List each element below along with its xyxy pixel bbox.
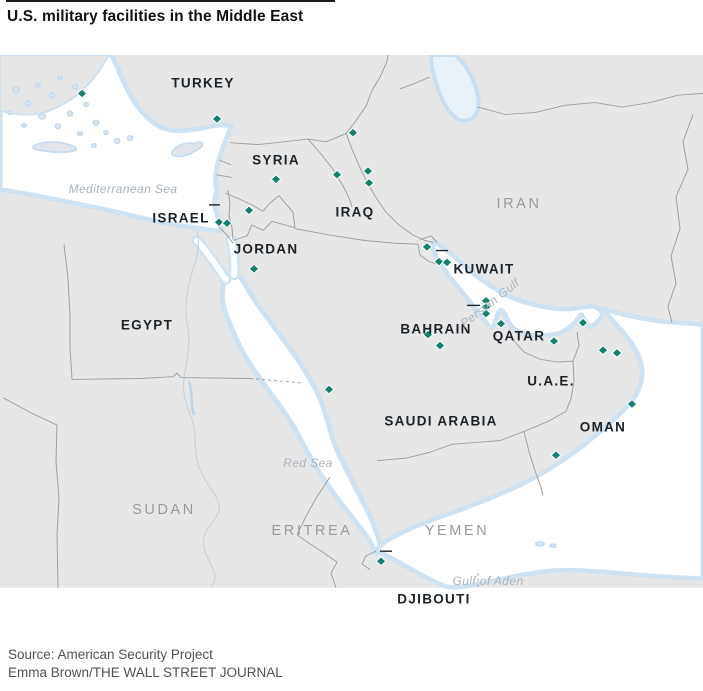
map (0, 52, 703, 638)
facility-marker (441, 257, 453, 268)
facility-marker (495, 318, 507, 329)
credit-line: Emma Brown/THE WALL STREET JOURNAL (8, 665, 283, 681)
facility-marker (421, 241, 433, 252)
greece-coast (0, 54, 110, 116)
facility-marker (347, 127, 359, 138)
source-note: Source: American Security Project Emma B… (8, 646, 283, 682)
facility-markers (76, 88, 638, 567)
aegean-islands (0, 54, 557, 548)
facility-marker (422, 329, 434, 340)
middle-east-map (0, 52, 703, 590)
rivers (182, 231, 221, 588)
facility-marker (548, 335, 560, 347)
caspian-sea-shape (428, 53, 481, 123)
facility-marker (221, 218, 233, 229)
country-borders (2, 54, 703, 588)
facility-marker (577, 317, 589, 328)
lake-nasser (187, 380, 196, 416)
facility-marker (331, 169, 343, 180)
facility-marker (323, 384, 335, 395)
cyprus-island (170, 141, 204, 158)
facility-marker (375, 556, 387, 567)
facility-marker (626, 399, 638, 410)
source-line: Source: American Security Project (8, 647, 213, 662)
nile-river (182, 231, 221, 588)
gulf-of-suez (194, 237, 229, 283)
gulf-of-aqaba (228, 236, 238, 278)
facility-marker (597, 345, 609, 356)
facility-marker (248, 263, 260, 274)
facility-marker (480, 308, 492, 319)
facility-marker (434, 340, 446, 351)
facility-marker (362, 166, 374, 177)
facility-marker (433, 256, 445, 267)
facility-marker (550, 450, 562, 461)
label-leader-lines (209, 204, 480, 552)
persian-gulf-shape (430, 238, 606, 338)
arabian-sea-shape (374, 305, 703, 590)
facility-marker (611, 347, 623, 358)
facility-marker (213, 217, 225, 228)
facility-marker (211, 113, 223, 124)
facility-marker (76, 88, 88, 99)
facility-marker (363, 177, 375, 188)
facility-marker (270, 174, 282, 185)
top-rule (6, 0, 335, 2)
chart-title: U.S. military facilities in the Middle E… (7, 8, 304, 25)
facility-marker (243, 205, 255, 216)
crete-island (31, 141, 78, 154)
